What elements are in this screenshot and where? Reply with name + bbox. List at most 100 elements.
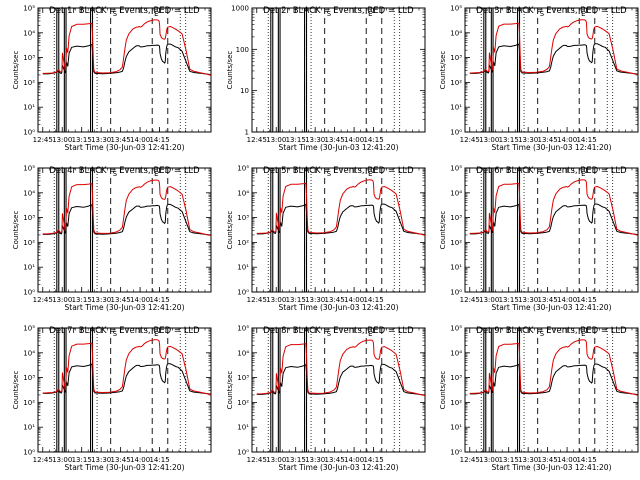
y-tick-label: 10⁰ (237, 289, 249, 297)
x-tick-label: 13:45 (111, 136, 131, 144)
plot-frame (251, 7, 426, 133)
lld-series-line (469, 19, 639, 76)
x-tick-label: 13:30 (91, 296, 111, 304)
panel-title: Det 6r BLACK = Events, RED = LLD (476, 166, 627, 176)
plot-frame (37, 167, 212, 293)
x-tick-label: 12:45 (460, 136, 480, 144)
y-axis-label: Counts/sec (439, 51, 447, 90)
y-tick-label: 10¹ (237, 424, 249, 432)
x-tick-label: 14:00 (557, 296, 577, 304)
x-tick-label: 14:00 (557, 456, 577, 464)
x-tick-label: 14:00 (130, 456, 150, 464)
y-tick-label: 10¹ (450, 424, 462, 432)
x-tick-label: 13:00 (479, 296, 499, 304)
y-tick-label: 10⁴ (450, 29, 462, 37)
x-tick-label: 14:15 (363, 456, 383, 464)
events-series-line (469, 363, 639, 396)
detector-panel-7: Det 7r BLACK = Events, RED = LLD 10⁰ 10¹ 10… (12, 325, 212, 472)
panel-title: Det 7r BLACK = Events, RED = LLD (49, 326, 200, 336)
y-tick-label: 10⁵ (450, 325, 462, 333)
x-tick-label: 13:30 (518, 456, 538, 464)
lld-series-line (256, 179, 426, 236)
start-marker-label: S (540, 170, 545, 178)
y-tick-label: 10⁵ (23, 5, 35, 13)
events-series-line (42, 43, 212, 76)
lld-series-line (256, 339, 426, 397)
lld-series-line (42, 339, 212, 396)
x-tick-label: 13:15 (286, 296, 306, 304)
panel-title: Det 8r BLACK = Events, RED = LLD (263, 326, 414, 336)
start-marker-label: S (327, 10, 332, 18)
end-marker-label: E (581, 10, 585, 18)
x-tick-label: 13:30 (518, 136, 538, 144)
x-tick-label: 13:30 (305, 296, 325, 304)
x-tick-label: 14:15 (149, 136, 169, 144)
x-tick-label: 14:00 (344, 296, 364, 304)
y-tick-label: 10⁴ (23, 29, 35, 37)
x-tick-label: 12:45 (460, 456, 480, 464)
x-tick-label: 14:00 (344, 456, 364, 464)
x-tick-label: 12:45 (460, 296, 480, 304)
y-tick-label: 10³ (450, 374, 462, 382)
y-axis-label: Counts/sec (226, 371, 234, 410)
y-axis-label: Counts/sec (12, 51, 20, 90)
end-marker-label: E (368, 330, 372, 338)
end-marker-label: E (368, 170, 372, 178)
end-marker-label: E (581, 170, 585, 178)
events-series-line (42, 203, 212, 236)
y-tick-label: 10⁰ (23, 449, 35, 457)
x-tick-label: 12:45 (33, 136, 53, 144)
x-tick-label: 13:30 (305, 136, 325, 144)
y-tick-label: 10³ (23, 214, 35, 222)
y-tick-label: 10¹ (23, 104, 35, 112)
x-tick-label: 13:15 (286, 136, 306, 144)
end-marker-label: E (154, 330, 158, 338)
x-tick-label: 13:15 (286, 456, 306, 464)
x-tick-label: 13:45 (111, 296, 131, 304)
y-tick-label: 10¹ (23, 264, 35, 272)
y-tick-label: 10¹ (450, 104, 462, 112)
x-tick-label: 14:15 (576, 456, 596, 464)
x-tick-label: 13:45 (325, 456, 345, 464)
x-tick-label: 13:45 (538, 456, 558, 464)
x-tick-label: 14:15 (149, 456, 169, 464)
end-marker-label: E (581, 330, 585, 338)
y-axis-label: Counts/sec (12, 371, 20, 410)
start-marker-label: S (540, 10, 545, 18)
x-tick-label: 13:15 (499, 136, 519, 144)
y-axis-label: Counts/sec (439, 371, 447, 410)
y-tick-label: 10³ (450, 214, 462, 222)
x-tick-label: 13:00 (479, 456, 499, 464)
y-tick-label: 10⁵ (450, 5, 462, 13)
y-tick-label: 10⁴ (237, 189, 249, 197)
x-tick-label: 14:00 (130, 136, 150, 144)
y-tick-label: 10⁰ (23, 129, 35, 137)
y-tick-label: 10⁰ (450, 289, 462, 297)
x-tick-label: 14:15 (576, 296, 596, 304)
y-tick-label: 10³ (237, 214, 249, 222)
x-tick-label: 13:30 (305, 456, 325, 464)
plot-frame (251, 167, 426, 293)
y-axis-label: Counts/sec (226, 51, 234, 90)
y-tick-label: 10³ (23, 374, 35, 382)
y-tick-label: 10¹ (23, 424, 35, 432)
plot-frame (37, 327, 212, 453)
detector-panel-5: Det 5r BLACK = Events, RED = LLD 10⁰ 10¹ 10… (226, 165, 426, 312)
x-tick-label: 13:45 (111, 456, 131, 464)
lld-series-line (42, 19, 212, 76)
end-marker-label: E (154, 10, 158, 18)
x-tick-label: 14:00 (557, 136, 577, 144)
y-tick-label: 10⁵ (450, 165, 462, 173)
x-tick-label: 14:15 (363, 296, 383, 304)
x-tick-label: 12:45 (247, 136, 267, 144)
y-tick-label: 100 (236, 46, 249, 54)
x-tick-label: 12:45 (33, 296, 53, 304)
y-tick-label: 10⁴ (450, 349, 462, 357)
y-tick-label: 10⁵ (237, 165, 249, 173)
x-tick-label: 14:00 (344, 136, 364, 144)
x-tick-label: 13:00 (52, 296, 72, 304)
y-tick-label: 10⁵ (237, 325, 249, 333)
events-series-line (469, 43, 639, 75)
x-tick-label: 12:45 (33, 456, 53, 464)
